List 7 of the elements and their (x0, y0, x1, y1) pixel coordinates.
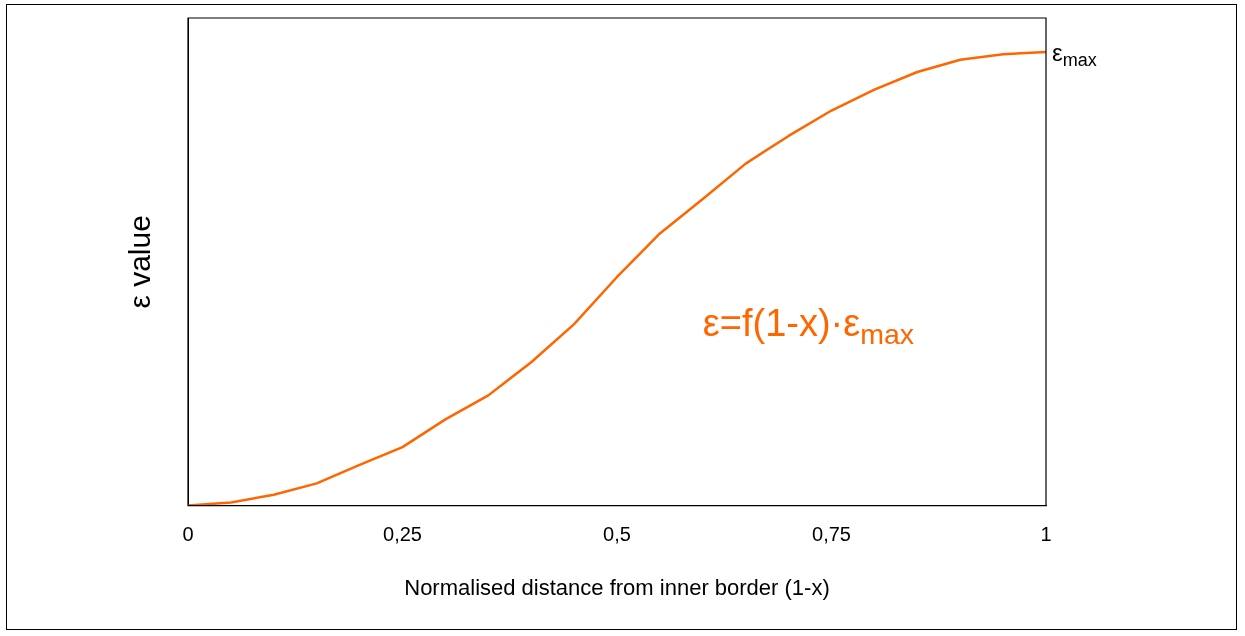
x-tick-label: 0,5 (603, 523, 631, 546)
y-axis-title: ε value (123, 215, 157, 309)
x-axis-title: Normalised distance from inner border (1-x) (404, 574, 830, 600)
x-tick-label: 0,75 (812, 523, 851, 546)
x-tick-label: 0 (182, 523, 194, 546)
x-tick-label: 1 (1040, 523, 1052, 546)
x-tick-label: 0,25 (383, 523, 422, 546)
